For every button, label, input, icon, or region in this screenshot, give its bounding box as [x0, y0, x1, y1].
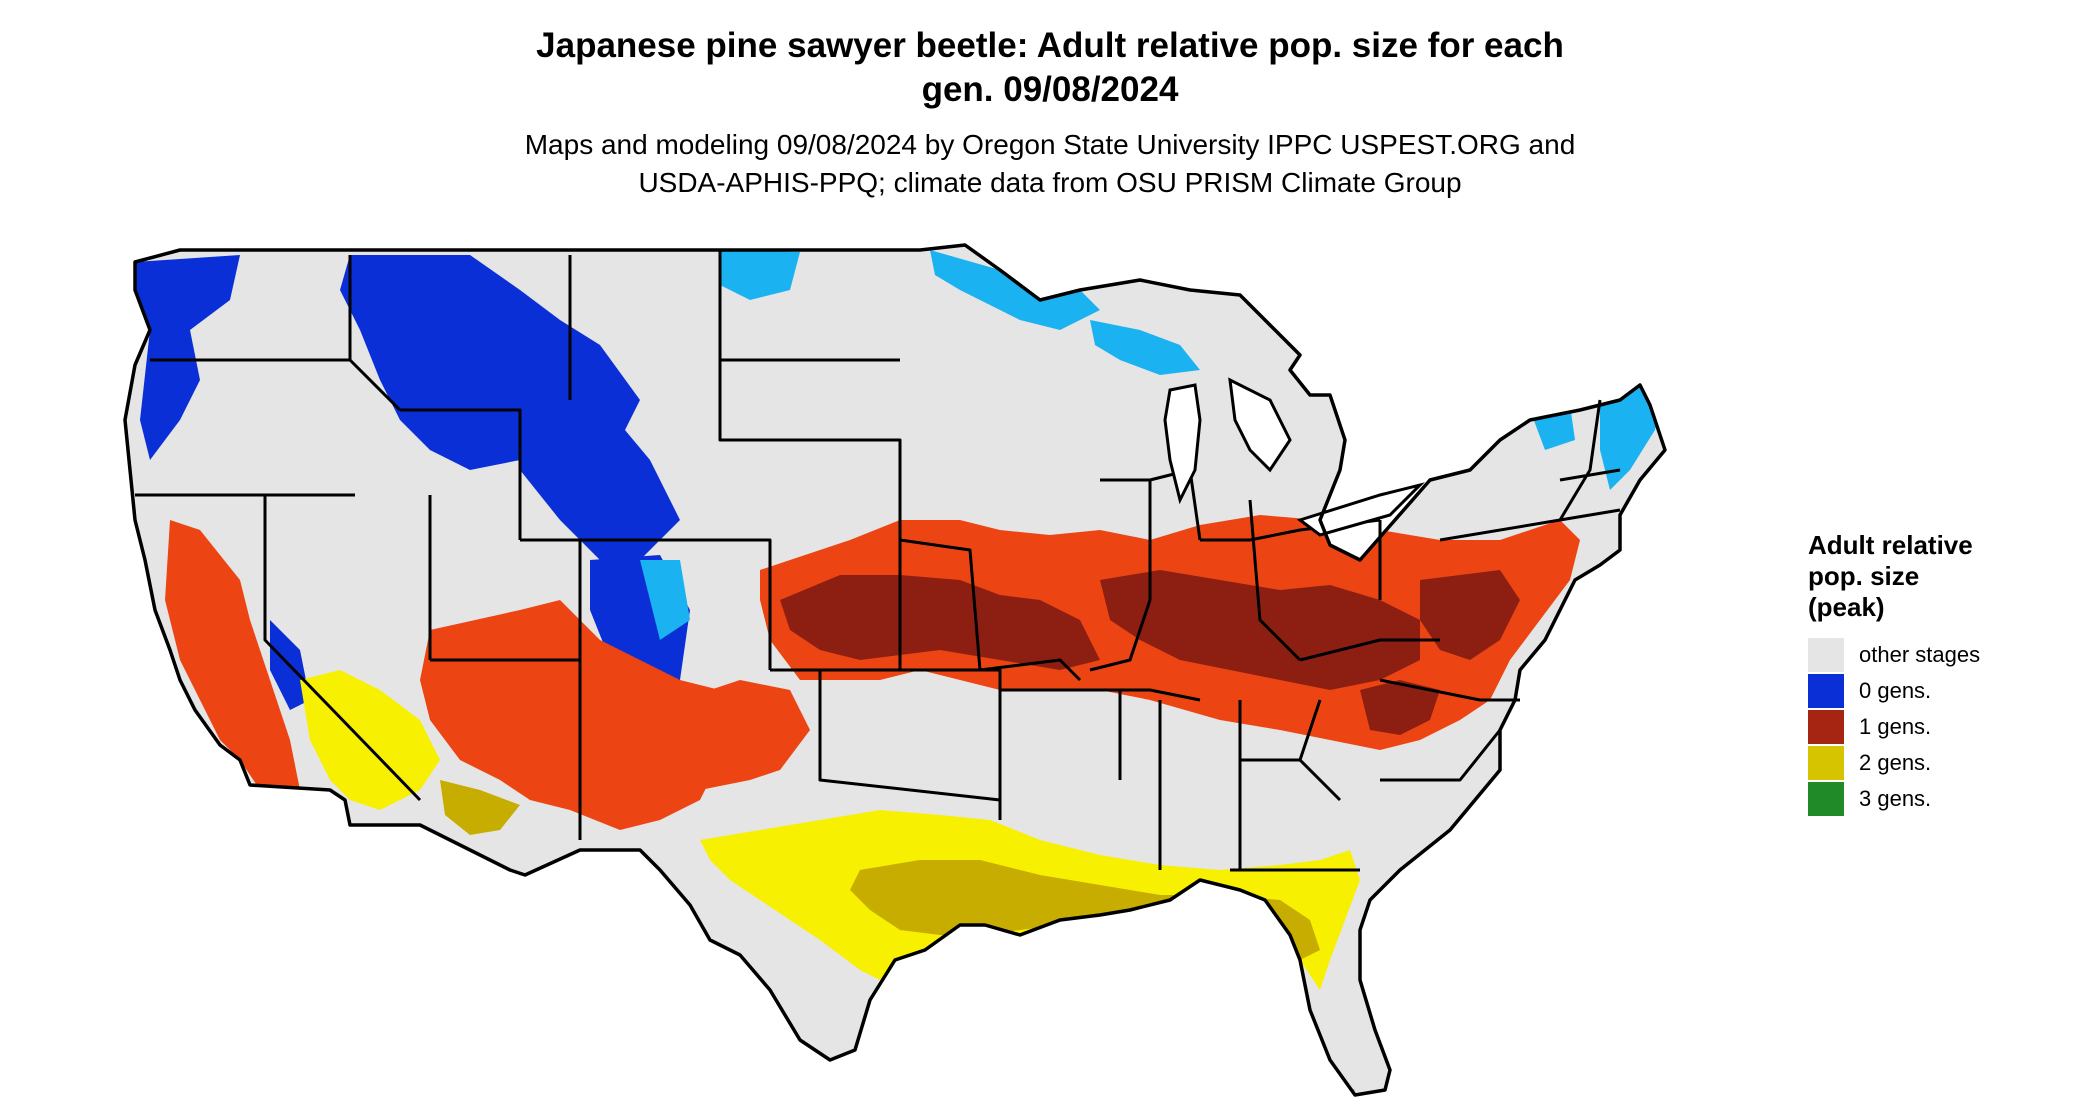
legend-label: 2 gens. [1859, 750, 1932, 775]
zone-one-gen-mid-atlantic [1420, 570, 1520, 660]
map-title-line-1: Japanese pine sawyer beetle: Adult relat… [536, 26, 1564, 65]
map-title-line-2: gen. 09/08/2024 [921, 70, 1179, 109]
legend-label: 3 gens. [1859, 786, 1932, 811]
zone-one-gen-nm-texas [670, 680, 810, 790]
zone-zero-gens-light-new-england [1600, 385, 1660, 490]
us-map [123, 243, 1667, 1097]
legend-items: other stages 0 gens. 1 gens. 2 gens. 3 g… [1808, 637, 2078, 817]
legend-swatch [1808, 782, 1844, 816]
map-subtitle-line-2: USDA-APHIS-PPQ; climate data from OSU PR… [638, 167, 1462, 198]
legend-swatch [1808, 638, 1844, 672]
legend-item-0-gens: 0 gens. [1808, 673, 2078, 709]
zone-zero-gens-light-utah [640, 560, 690, 640]
legend-item-other-stages: other stages [1808, 637, 2078, 673]
zone-zero-gens-cascades [135, 255, 240, 460]
legend-title-line-2: pop. size [1808, 561, 1920, 591]
zone-two-gens-light-arizona [300, 670, 440, 810]
legend: Adult relative pop. size (peak) other st… [1808, 530, 2078, 817]
lake-huron [1228, 377, 1292, 473]
zone-one-gen-ohio-valley [1100, 570, 1420, 690]
zone-one-gen-central-plains [780, 575, 1100, 670]
legend-title-line-1: Adult relative [1808, 530, 1973, 560]
zone-one-gen-california [165, 520, 300, 790]
legend-label: 1 gens. [1859, 714, 1932, 739]
map-subtitle-line-1: Maps and modeling 09/08/2024 by Oregon S… [524, 129, 1576, 160]
legend-swatch [1808, 710, 1844, 744]
zone-zero-gens-light-lake-superior [930, 250, 1100, 330]
great-lakes [1163, 377, 1425, 537]
lake-michigan [1163, 383, 1202, 505]
legend-label: other stages [1859, 642, 1981, 667]
zone-one-gen-appalachia [1360, 680, 1440, 735]
legend-swatch [1808, 746, 1844, 780]
state-borders [135, 250, 1621, 872]
legend-item-3-gens: 3 gens. [1808, 781, 2078, 817]
legend-swatch [1808, 674, 1844, 708]
legend-title-line-3: (peak) [1808, 592, 1885, 622]
zone-zero-gens-wyoming [520, 400, 680, 560]
zone-zero-gens-light-upper-michigan [1090, 320, 1200, 375]
zone-two-gens-arizona [440, 780, 520, 835]
legend-item-2-gens: 2 gens. [1808, 745, 2078, 781]
state-border-lines [135, 250, 1621, 872]
legend-label: 0 gens. [1859, 678, 1932, 703]
lake-erie [1296, 482, 1425, 537]
zone-zero-gens-light-minnesota [720, 250, 800, 300]
legend-item-1-gens: 1 gens. [1808, 709, 2078, 745]
